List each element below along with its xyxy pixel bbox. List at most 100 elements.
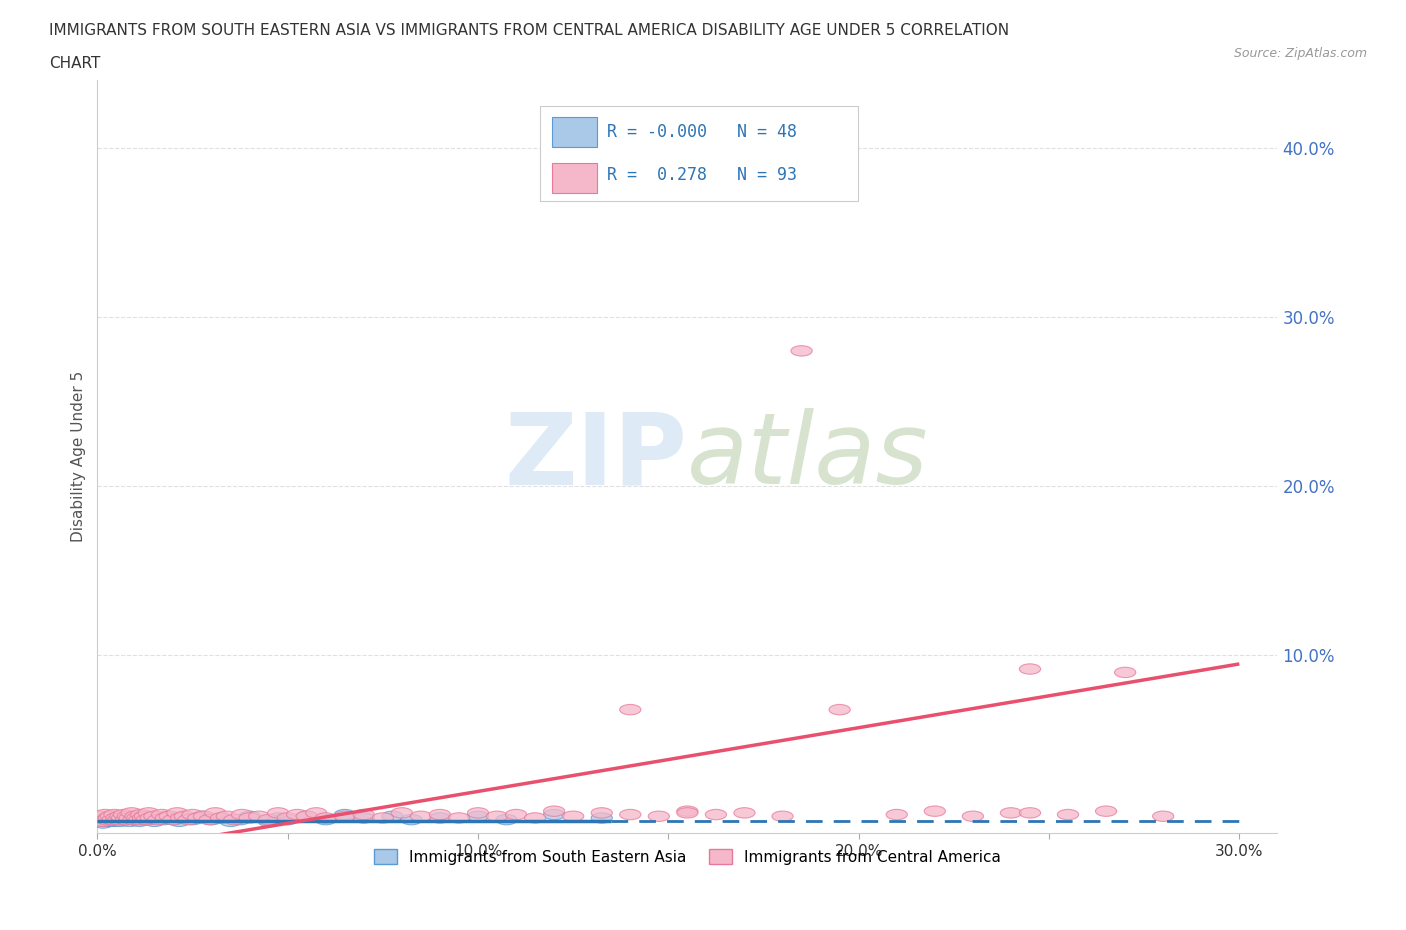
Text: IMMIGRANTS FROM SOUTH EASTERN ASIA VS IMMIGRANTS FROM CENTRAL AMERICA DISABILITY: IMMIGRANTS FROM SOUTH EASTERN ASIA VS IM… <box>49 23 1010 38</box>
Ellipse shape <box>467 807 489 818</box>
Ellipse shape <box>259 817 280 827</box>
Ellipse shape <box>305 807 326 818</box>
Ellipse shape <box>373 813 394 823</box>
Ellipse shape <box>121 807 142 818</box>
Ellipse shape <box>153 815 174 825</box>
Ellipse shape <box>132 813 153 823</box>
Ellipse shape <box>259 815 280 825</box>
Ellipse shape <box>486 811 508 821</box>
Ellipse shape <box>1019 807 1040 818</box>
Ellipse shape <box>714 160 737 170</box>
Ellipse shape <box>94 809 115 819</box>
Ellipse shape <box>89 817 110 827</box>
Ellipse shape <box>620 809 641 819</box>
Ellipse shape <box>117 811 138 821</box>
Text: Source: ZipAtlas.com: Source: ZipAtlas.com <box>1233 46 1367 60</box>
Ellipse shape <box>335 809 356 819</box>
Ellipse shape <box>100 811 121 821</box>
Ellipse shape <box>591 813 613 823</box>
Ellipse shape <box>287 809 308 819</box>
Ellipse shape <box>105 813 127 823</box>
Ellipse shape <box>229 815 250 825</box>
Ellipse shape <box>131 809 152 819</box>
Ellipse shape <box>103 811 124 821</box>
Text: R =  0.278   N = 93: R = 0.278 N = 93 <box>607 166 797 184</box>
Ellipse shape <box>239 813 260 823</box>
Ellipse shape <box>122 815 145 825</box>
Ellipse shape <box>155 813 177 823</box>
Ellipse shape <box>620 704 641 715</box>
Ellipse shape <box>1057 809 1078 819</box>
Ellipse shape <box>297 811 318 821</box>
Ellipse shape <box>163 815 184 825</box>
Ellipse shape <box>676 806 697 817</box>
Ellipse shape <box>90 811 112 821</box>
Ellipse shape <box>111 813 132 823</box>
Ellipse shape <box>401 815 422 825</box>
Legend: Immigrants from South Eastern Asia, Immigrants from Central America: Immigrants from South Eastern Asia, Immi… <box>367 843 1007 870</box>
FancyBboxPatch shape <box>551 163 596 193</box>
Ellipse shape <box>169 817 190 827</box>
Ellipse shape <box>648 811 669 821</box>
Ellipse shape <box>267 807 288 818</box>
Ellipse shape <box>93 817 114 829</box>
Ellipse shape <box>174 811 195 821</box>
Ellipse shape <box>496 815 517 825</box>
Ellipse shape <box>582 160 603 170</box>
Ellipse shape <box>211 813 232 823</box>
Ellipse shape <box>886 809 907 819</box>
FancyBboxPatch shape <box>540 106 859 201</box>
Ellipse shape <box>125 811 146 821</box>
Ellipse shape <box>544 809 565 819</box>
Ellipse shape <box>98 815 120 825</box>
Ellipse shape <box>187 813 209 823</box>
Ellipse shape <box>1153 811 1174 821</box>
Ellipse shape <box>157 811 179 821</box>
Ellipse shape <box>1095 806 1116 817</box>
Ellipse shape <box>297 811 318 821</box>
Ellipse shape <box>170 813 191 823</box>
Ellipse shape <box>159 811 180 821</box>
Ellipse shape <box>132 815 153 825</box>
Ellipse shape <box>830 704 851 715</box>
Y-axis label: Disability Age Under 5: Disability Age Under 5 <box>72 371 86 542</box>
Ellipse shape <box>98 813 120 823</box>
Ellipse shape <box>335 811 356 821</box>
Ellipse shape <box>232 809 253 819</box>
Ellipse shape <box>121 813 142 823</box>
Ellipse shape <box>93 817 114 827</box>
Ellipse shape <box>115 815 136 825</box>
Ellipse shape <box>706 809 727 819</box>
Ellipse shape <box>353 813 374 823</box>
Ellipse shape <box>100 817 121 827</box>
Ellipse shape <box>108 815 129 825</box>
Text: CHART: CHART <box>49 56 101 71</box>
Ellipse shape <box>382 811 404 821</box>
Text: ZIP: ZIP <box>505 408 688 505</box>
Ellipse shape <box>105 815 127 825</box>
Ellipse shape <box>143 811 165 821</box>
Text: atlas: atlas <box>688 408 929 505</box>
Ellipse shape <box>411 811 432 821</box>
Ellipse shape <box>217 811 238 821</box>
Ellipse shape <box>810 168 831 179</box>
Ellipse shape <box>506 809 527 819</box>
Ellipse shape <box>138 815 159 825</box>
Ellipse shape <box>135 813 156 823</box>
Ellipse shape <box>193 811 215 821</box>
Ellipse shape <box>125 815 146 825</box>
Ellipse shape <box>449 813 470 823</box>
Ellipse shape <box>128 815 150 825</box>
Ellipse shape <box>429 813 450 823</box>
FancyBboxPatch shape <box>551 117 596 147</box>
Ellipse shape <box>174 813 195 823</box>
Ellipse shape <box>111 813 132 823</box>
Ellipse shape <box>114 809 135 819</box>
Ellipse shape <box>429 809 450 819</box>
Ellipse shape <box>524 813 546 823</box>
Ellipse shape <box>962 811 983 821</box>
Ellipse shape <box>167 807 188 818</box>
Ellipse shape <box>315 813 336 823</box>
Ellipse shape <box>924 806 945 817</box>
Ellipse shape <box>90 815 112 825</box>
